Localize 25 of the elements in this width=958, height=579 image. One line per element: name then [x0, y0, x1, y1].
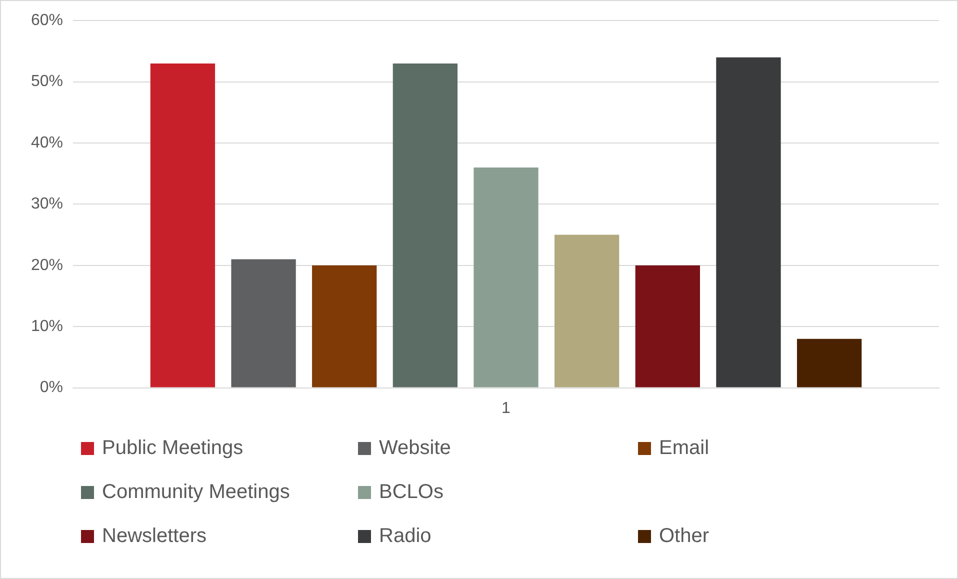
- y-tick-label: 10%: [30, 318, 64, 336]
- y-tick-label: 50%: [30, 73, 64, 90]
- legend-label: Website: [379, 436, 451, 460]
- legend-label: Newsletters: [102, 524, 206, 548]
- y-tick-label: 60%: [30, 12, 64, 30]
- legend-label: Radio: [379, 524, 432, 548]
- y-tick-label: 20%: [30, 256, 64, 274]
- bar: [635, 265, 700, 388]
- y-tick-label: 0%: [40, 379, 64, 396]
- bar: [554, 234, 620, 388]
- legend-label: BCLOs: [379, 480, 444, 504]
- legend-label: Email: [659, 436, 710, 460]
- bar: [312, 265, 377, 388]
- bar: [474, 167, 538, 388]
- y-tick-label: 40%: [30, 134, 64, 152]
- legend-label: Community Meetings: [102, 480, 290, 504]
- y-tick-label: 30%: [30, 196, 64, 213]
- legend-label: Other: [659, 524, 710, 548]
- bar: [716, 57, 781, 388]
- x-tick-label: 1: [502, 400, 511, 417]
- legend-label: Public Meetings: [102, 436, 244, 460]
- bar: [150, 63, 216, 388]
- bar: [392, 63, 458, 388]
- bar: [796, 338, 862, 388]
- bar: [231, 259, 296, 388]
